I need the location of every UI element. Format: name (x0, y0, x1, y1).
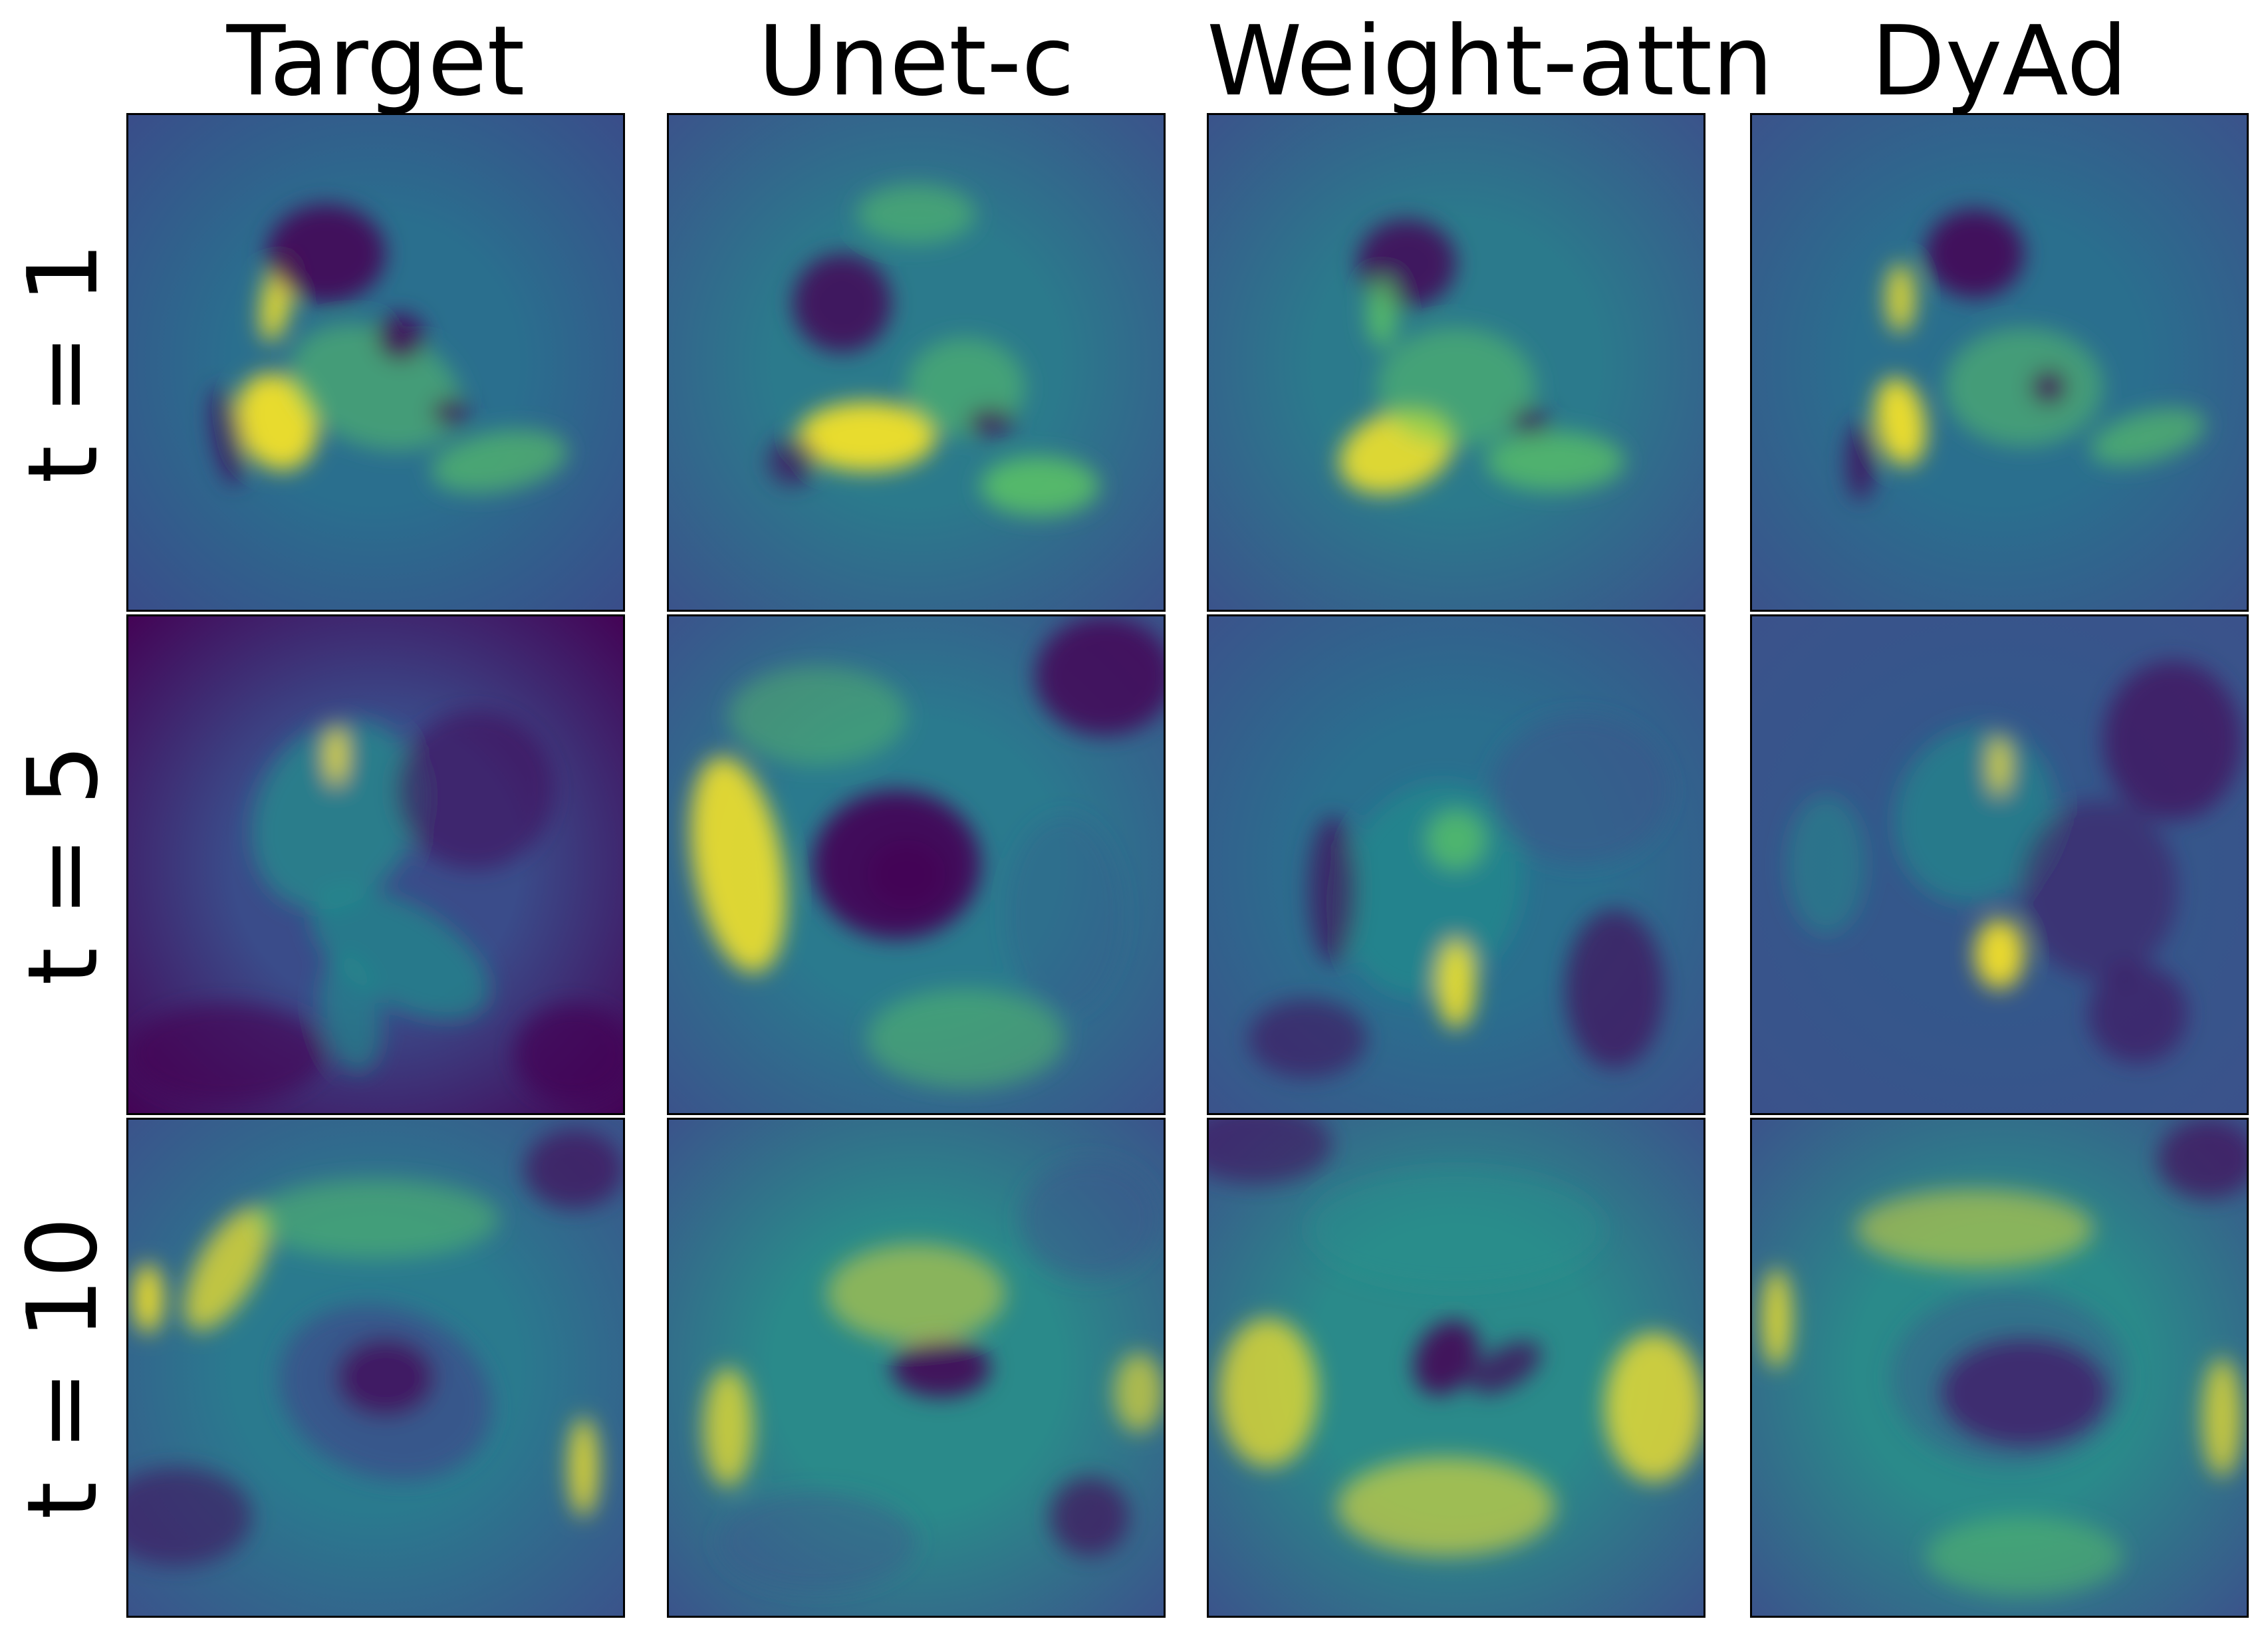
heatmap-image (128, 115, 623, 610)
heatmap-panel-dyad-t5 (1750, 614, 2249, 1115)
row-label-t1-text: t = 1 (7, 241, 120, 483)
heatmap-panel-dyad-t1 (1750, 113, 2249, 612)
heatmap-image (1752, 115, 2247, 610)
heatmap-image (669, 115, 1164, 610)
heatmap-panel-unet-c-t5 (667, 614, 1166, 1115)
heatmap-image (128, 1120, 623, 1616)
heatmap-image (669, 1120, 1164, 1616)
heatmap-image (1209, 1120, 1703, 1616)
heatmap-panel-unet-c-t1 (667, 113, 1166, 612)
heatmap-image (1209, 616, 1703, 1113)
row-label-t10-text: t = 10 (7, 1216, 120, 1519)
heatmap-panel-dyad-t10 (1750, 1118, 2249, 1618)
heatmap-panel-target-t10 (126, 1118, 625, 1618)
column-title-weight-attn: Weight-attn (1207, 5, 1773, 118)
heatmap-panel-unet-c-t10 (667, 1118, 1166, 1618)
heatmap-image (1752, 1120, 2247, 1616)
heatmap-panel-weight-attn-t10 (1207, 1118, 1705, 1618)
heatmap-image (1752, 616, 2247, 1113)
column-title-dyad: DyAd (1870, 5, 2128, 118)
heatmap-panel-weight-attn-t5 (1207, 614, 1705, 1115)
row-label-t5: t = 5 (0, 614, 126, 1115)
row-label-t5-text: t = 5 (7, 744, 120, 985)
row-label-t10: t = 10 (0, 1118, 126, 1618)
heatmap-panel-target-t1 (126, 113, 625, 612)
row-label-t1: t = 1 (0, 113, 126, 612)
heatmap-image (128, 616, 623, 1113)
column-title-unet-c: Unet-c (757, 5, 1075, 118)
heatmap-panel-weight-attn-t1 (1207, 113, 1705, 612)
column-title-target: Target (226, 5, 525, 118)
heatmap-image (669, 616, 1164, 1113)
heatmap-image (1209, 115, 1703, 610)
heatmap-panel-target-t5 (126, 614, 625, 1115)
